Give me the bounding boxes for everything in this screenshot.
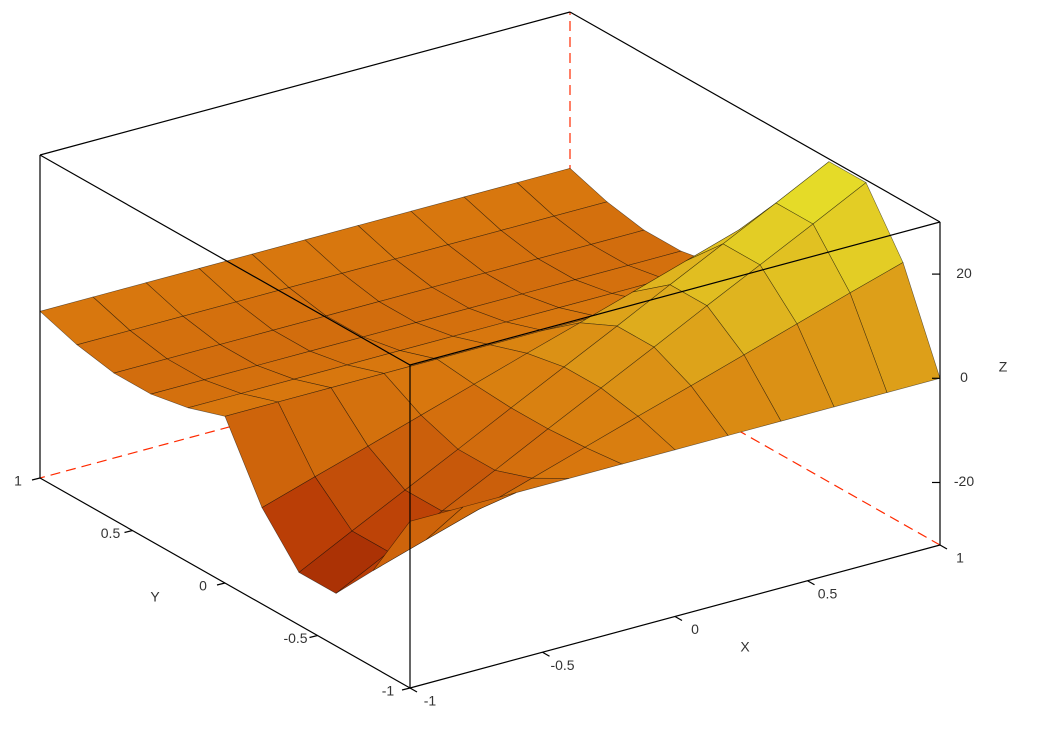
box-edge (409, 221, 941, 366)
z-tick-label: 20 (956, 265, 972, 281)
y-tick-label: 0 (199, 578, 207, 594)
z-tick-label: 0 (960, 369, 968, 385)
box-front: -1 -0.5 0 0.5 1 -1 -0.5 0 0.5 1 -20 0 20 (14, 11, 974, 709)
x-tick-label: 0.5 (818, 585, 838, 601)
y-tick (401, 687, 411, 691)
y-axis-label: Y (150, 589, 160, 605)
y-tick-label: -1 (382, 683, 395, 699)
surface (39, 161, 941, 594)
box-edge (569, 11, 941, 223)
y-tick-label: 0.5 (101, 525, 121, 541)
x-tick (409, 687, 418, 693)
y-tick (124, 529, 133, 534)
x-tick-label: -0.5 (550, 657, 574, 673)
z-axis-label: Z (999, 359, 1008, 375)
surface-cell (372, 506, 464, 571)
z-tick-label: -20 (954, 473, 974, 489)
x-tick-label: 1 (956, 550, 964, 566)
y-tick (309, 634, 318, 639)
x-tick (542, 651, 550, 657)
y-tick (216, 582, 226, 586)
x-tick (939, 544, 948, 550)
x-tick (674, 615, 683, 622)
y-tick-label: 1 (14, 473, 22, 489)
x-tick-label: 0 (691, 621, 699, 637)
y-tick-label: -0.5 (283, 630, 307, 646)
y-tick (31, 477, 41, 481)
x-tick (807, 580, 815, 586)
x-axis-label: X (740, 639, 750, 655)
x-tick-label: -1 (424, 693, 437, 709)
box-edge (39, 11, 571, 156)
box-edge (39, 154, 411, 366)
